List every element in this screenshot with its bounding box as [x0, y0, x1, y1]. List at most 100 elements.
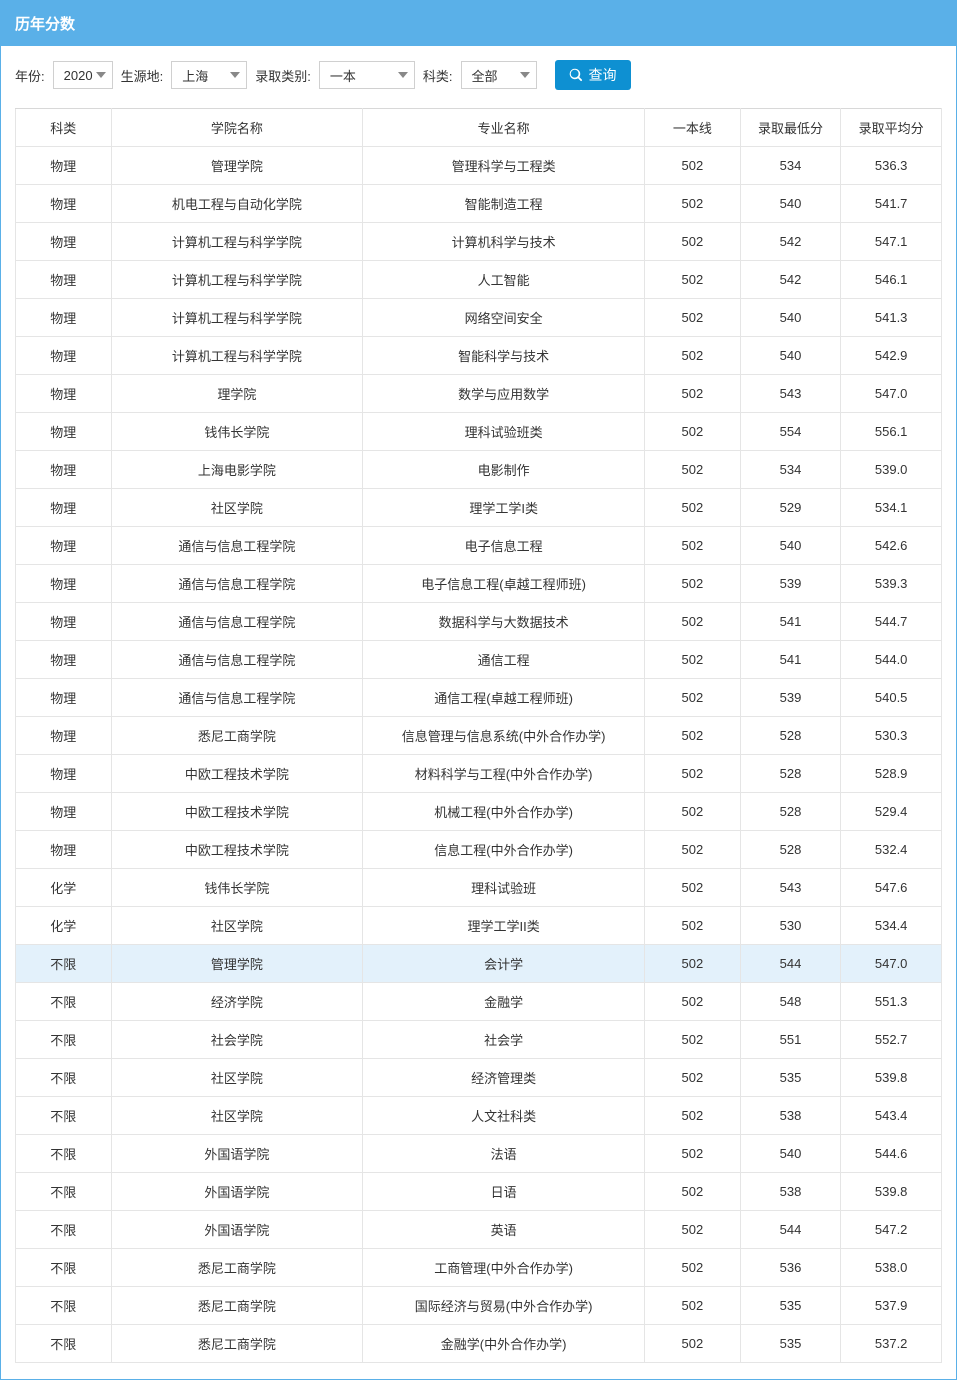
table-row[interactable]: 不限经济学院金融学502548551.3	[16, 983, 942, 1021]
cell-avg: 534.1	[841, 489, 942, 527]
table-row[interactable]: 不限外国语学院法语502540544.6	[16, 1135, 942, 1173]
cell-line: 502	[645, 185, 741, 223]
subject-label: 科类:	[423, 66, 453, 85]
cell-college: 理学院	[111, 375, 363, 413]
subject-select[interactable]: 全部	[461, 61, 537, 89]
cell-subject: 不限	[16, 1059, 112, 1097]
cell-subject: 物理	[16, 679, 112, 717]
cell-avg: 539.8	[841, 1059, 942, 1097]
table-row[interactable]: 不限悉尼工商学院工商管理(中外合作办学)502536538.0	[16, 1249, 942, 1287]
cell-min: 535	[740, 1325, 841, 1363]
table-row[interactable]: 物理计算机工程与科学学院智能科学与技术502540542.9	[16, 337, 942, 375]
cell-subject: 物理	[16, 489, 112, 527]
table-row[interactable]: 物理悉尼工商学院信息管理与信息系统(中外合作办学)502528530.3	[16, 717, 942, 755]
cell-college: 外国语学院	[111, 1211, 363, 1249]
cell-college: 悉尼工商学院	[111, 1249, 363, 1287]
cell-line: 502	[645, 793, 741, 831]
cell-avg: 543.4	[841, 1097, 942, 1135]
cell-major: 法语	[363, 1135, 645, 1173]
table-row[interactable]: 物理社区学院理学工学I类502529534.1	[16, 489, 942, 527]
cell-subject: 物理	[16, 413, 112, 451]
table-row[interactable]: 物理机电工程与自动化学院智能制造工程502540541.7	[16, 185, 942, 223]
cell-min: 548	[740, 983, 841, 1021]
cell-min: 538	[740, 1173, 841, 1211]
chevron-down-icon	[96, 72, 106, 78]
table-row[interactable]: 化学钱伟长学院理科试验班502543547.6	[16, 869, 942, 907]
cell-major: 电子信息工程(卓越工程师班)	[363, 565, 645, 603]
cell-college: 外国语学院	[111, 1173, 363, 1211]
table-row[interactable]: 不限社区学院人文社科类502538543.4	[16, 1097, 942, 1135]
cell-major: 材料科学与工程(中外合作办学)	[363, 755, 645, 793]
cell-avg: 540.5	[841, 679, 942, 717]
cell-major: 理科试验班类	[363, 413, 645, 451]
table-row[interactable]: 物理通信与信息工程学院数据科学与大数据技术502541544.7	[16, 603, 942, 641]
table-row[interactable]: 不限管理学院会计学502544547.0	[16, 945, 942, 983]
cell-line: 502	[645, 1059, 741, 1097]
cell-line: 502	[645, 299, 741, 337]
cell-college: 悉尼工商学院	[111, 1325, 363, 1363]
cell-subject: 物理	[16, 337, 112, 375]
cell-subject: 物理	[16, 641, 112, 679]
cell-major: 理科试验班	[363, 869, 645, 907]
table-row[interactable]: 物理通信与信息工程学院电子信息工程(卓越工程师班)502539539.3	[16, 565, 942, 603]
search-button[interactable]: 查询	[555, 60, 631, 90]
subject-value: 全部	[472, 66, 498, 85]
cell-avg: 556.1	[841, 413, 942, 451]
cell-line: 502	[645, 527, 741, 565]
search-button-label: 查询	[589, 65, 617, 85]
cell-subject: 不限	[16, 1249, 112, 1287]
cell-major: 国际经济与贸易(中外合作办学)	[363, 1287, 645, 1325]
cell-college: 中欧工程技术学院	[111, 793, 363, 831]
table-row[interactable]: 物理中欧工程技术学院材料科学与工程(中外合作办学)502528528.9	[16, 755, 942, 793]
table-row[interactable]: 不限社区学院经济管理类502535539.8	[16, 1059, 942, 1097]
cell-avg: 530.3	[841, 717, 942, 755]
category-value: 一本	[330, 66, 356, 85]
table-row[interactable]: 物理上海电影学院电影制作502534539.0	[16, 451, 942, 489]
table-row[interactable]: 不限外国语学院英语502544547.2	[16, 1211, 942, 1249]
table-row[interactable]: 物理管理学院管理科学与工程类502534536.3	[16, 147, 942, 185]
table-header-row: 科类学院名称专业名称一本线录取最低分录取平均分	[16, 109, 942, 147]
cell-subject: 不限	[16, 945, 112, 983]
table-row[interactable]: 物理通信与信息工程学院通信工程(卓越工程师班)502539540.5	[16, 679, 942, 717]
cell-min: 543	[740, 375, 841, 413]
table-row[interactable]: 物理中欧工程技术学院机械工程(中外合作办学)502528529.4	[16, 793, 942, 831]
table-row[interactable]: 物理中欧工程技术学院信息工程(中外合作办学)502528532.4	[16, 831, 942, 869]
table-row[interactable]: 不限悉尼工商学院国际经济与贸易(中外合作办学)502535537.9	[16, 1287, 942, 1325]
category-select[interactable]: 一本	[319, 61, 415, 89]
cell-min: 540	[740, 185, 841, 223]
cell-college: 社会学院	[111, 1021, 363, 1059]
table-row[interactable]: 不限外国语学院日语502538539.8	[16, 1173, 942, 1211]
page-title: 历年分数	[1, 1, 956, 46]
col-header-subject: 科类	[16, 109, 112, 147]
cell-avg: 547.0	[841, 945, 942, 983]
table-row[interactable]: 物理钱伟长学院理科试验班类502554556.1	[16, 413, 942, 451]
table-row[interactable]: 物理计算机工程与科学学院网络空间安全502540541.3	[16, 299, 942, 337]
cell-college: 社区学院	[111, 907, 363, 945]
cell-avg: 547.2	[841, 1211, 942, 1249]
col-header-avg: 录取平均分	[841, 109, 942, 147]
table-row[interactable]: 物理计算机工程与科学学院人工智能502542546.1	[16, 261, 942, 299]
table-row[interactable]: 物理理学院数学与应用数学502543547.0	[16, 375, 942, 413]
table-row[interactable]: 物理通信与信息工程学院通信工程502541544.0	[16, 641, 942, 679]
cell-college: 钱伟长学院	[111, 869, 363, 907]
cell-line: 502	[645, 1173, 741, 1211]
cell-min: 538	[740, 1097, 841, 1135]
table-row[interactable]: 物理通信与信息工程学院电子信息工程502540542.6	[16, 527, 942, 565]
year-select[interactable]: 2020	[53, 61, 113, 89]
cell-avg: 544.7	[841, 603, 942, 641]
cell-line: 502	[645, 679, 741, 717]
cell-major: 金融学(中外合作办学)	[363, 1325, 645, 1363]
table-row[interactable]: 化学社区学院理学工学II类502530534.4	[16, 907, 942, 945]
category-label: 录取类别:	[255, 66, 311, 85]
cell-avg: 539.3	[841, 565, 942, 603]
cell-avg: 551.3	[841, 983, 942, 1021]
chevron-down-icon	[230, 72, 240, 78]
cell-college: 通信与信息工程学院	[111, 603, 363, 641]
table-row[interactable]: 不限社会学院社会学502551552.7	[16, 1021, 942, 1059]
origin-select[interactable]: 上海	[171, 61, 247, 89]
cell-line: 502	[645, 147, 741, 185]
table-row[interactable]: 物理计算机工程与科学学院计算机科学与技术502542547.1	[16, 223, 942, 261]
table-row[interactable]: 不限悉尼工商学院金融学(中外合作办学)502535537.2	[16, 1325, 942, 1363]
cell-min: 539	[740, 679, 841, 717]
cell-college: 通信与信息工程学院	[111, 679, 363, 717]
